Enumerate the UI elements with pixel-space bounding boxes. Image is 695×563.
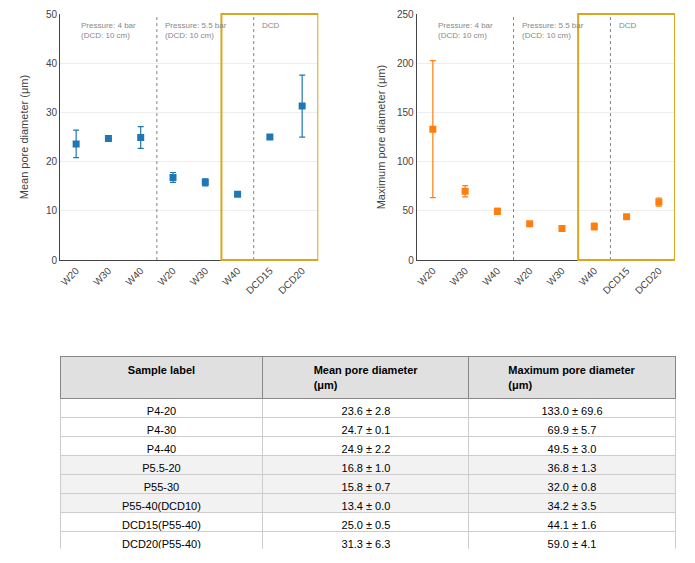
- svg-text:59.0 ± 4.1: 59.0 ± 4.1: [548, 538, 597, 548]
- svg-text:23.6 ± 2.8: 23.6 ± 2.8: [342, 405, 391, 417]
- svg-text:W40: W40: [123, 265, 146, 288]
- svg-text:W40: W40: [577, 265, 600, 288]
- svg-text:150: 150: [397, 107, 414, 118]
- svg-text:W30: W30: [448, 265, 471, 288]
- svg-text:DCD: DCD: [262, 21, 280, 30]
- svg-text:10: 10: [46, 205, 58, 216]
- svg-text:P5.5-20: P5.5-20: [142, 462, 181, 474]
- svg-text:P55-30: P55-30: [144, 481, 179, 493]
- svg-text:DCD20: DCD20: [633, 265, 664, 296]
- svg-text:Pressure: 4 bar(DCD: 10 cm): Pressure: 4 bar(DCD: 10 cm): [438, 21, 493, 40]
- svg-text:W20: W20: [156, 265, 179, 288]
- svg-text:W40: W40: [480, 265, 503, 288]
- svg-text:30: 30: [46, 107, 58, 118]
- svg-text:P4-30: P4-30: [147, 424, 176, 436]
- svg-text:Sample label: Sample label: [128, 364, 195, 376]
- svg-text:49.5 ± 3.0: 49.5 ± 3.0: [548, 443, 597, 455]
- svg-text:31.3 ± 6.3: 31.3 ± 6.3: [342, 538, 391, 548]
- svg-text:36.8 ± 1.3: 36.8 ± 1.3: [548, 462, 597, 474]
- svg-text:44.1 ± 1.6: 44.1 ± 1.6: [548, 519, 597, 531]
- svg-text:DCD20(P55-40): DCD20(P55-40): [122, 538, 201, 548]
- svg-text:13.4 ± 0.0: 13.4 ± 0.0: [342, 500, 391, 512]
- svg-text:15.8 ± 0.7: 15.8 ± 0.7: [342, 481, 391, 493]
- svg-text:Pressure: 4 bar(DCD: 10 cm): Pressure: 4 bar(DCD: 10 cm): [81, 21, 136, 40]
- svg-text:W30: W30: [188, 265, 211, 288]
- svg-text:24.9 ± 2.2: 24.9 ± 2.2: [342, 443, 391, 455]
- svg-text:P55-40(DCD10): P55-40(DCD10): [122, 500, 201, 512]
- svg-text:Mean pore diameter (μm): Mean pore diameter (μm): [18, 75, 30, 199]
- svg-text:DCD: DCD: [619, 21, 637, 30]
- svg-text:Pressure: 5.5 bar(DCD: 10 cm): Pressure: 5.5 bar(DCD: 10 cm): [522, 21, 584, 40]
- svg-text:40: 40: [46, 58, 58, 69]
- svg-text:0: 0: [408, 255, 414, 266]
- svg-text:200: 200: [397, 58, 414, 69]
- svg-text:69.9 ± 5.7: 69.9 ± 5.7: [548, 424, 597, 436]
- svg-text:32.0 ± 0.8: 32.0 ± 0.8: [548, 481, 597, 493]
- svg-text:DCD15: DCD15: [244, 265, 275, 296]
- svg-text:W20: W20: [512, 265, 535, 288]
- svg-text:P4-40: P4-40: [147, 443, 176, 455]
- svg-text:250: 250: [397, 9, 414, 20]
- svg-text:W20: W20: [59, 265, 82, 288]
- svg-text:133.0 ± 69.6: 133.0 ± 69.6: [541, 405, 602, 417]
- svg-text:50: 50: [46, 9, 58, 20]
- svg-text:DCD20: DCD20: [276, 265, 307, 296]
- svg-text:34.2 ± 3.5: 34.2 ± 3.5: [548, 500, 597, 512]
- svg-text:24.7 ± 0.1: 24.7 ± 0.1: [342, 424, 391, 436]
- svg-text:50: 50: [403, 205, 415, 216]
- svg-text:16.8 ± 1.0: 16.8 ± 1.0: [342, 462, 391, 474]
- svg-text:20: 20: [46, 156, 58, 167]
- svg-text:Maximum pore diameter(μm): Maximum pore diameter(μm): [508, 364, 635, 390]
- svg-text:W40: W40: [220, 265, 243, 288]
- svg-text:0: 0: [51, 255, 57, 266]
- svg-text:25.0 ± 0.5: 25.0 ± 0.5: [342, 519, 391, 531]
- svg-text:W20: W20: [415, 265, 438, 288]
- svg-text:W30: W30: [545, 265, 568, 288]
- svg-text:100: 100: [397, 156, 414, 167]
- svg-text:Maximum pore diameter (μm): Maximum pore diameter (μm): [375, 65, 387, 209]
- svg-text:Pressure: 5.5 bar(DCD: 10 cm): Pressure: 5.5 bar(DCD: 10 cm): [165, 21, 227, 40]
- svg-text:P4-20: P4-20: [147, 405, 176, 417]
- svg-text:Mean pore diameter(μm): Mean pore diameter(μm): [314, 364, 419, 390]
- svg-text:DCD15(P55-40): DCD15(P55-40): [122, 519, 201, 531]
- svg-text:DCD15: DCD15: [601, 265, 632, 296]
- svg-text:W30: W30: [91, 265, 114, 288]
